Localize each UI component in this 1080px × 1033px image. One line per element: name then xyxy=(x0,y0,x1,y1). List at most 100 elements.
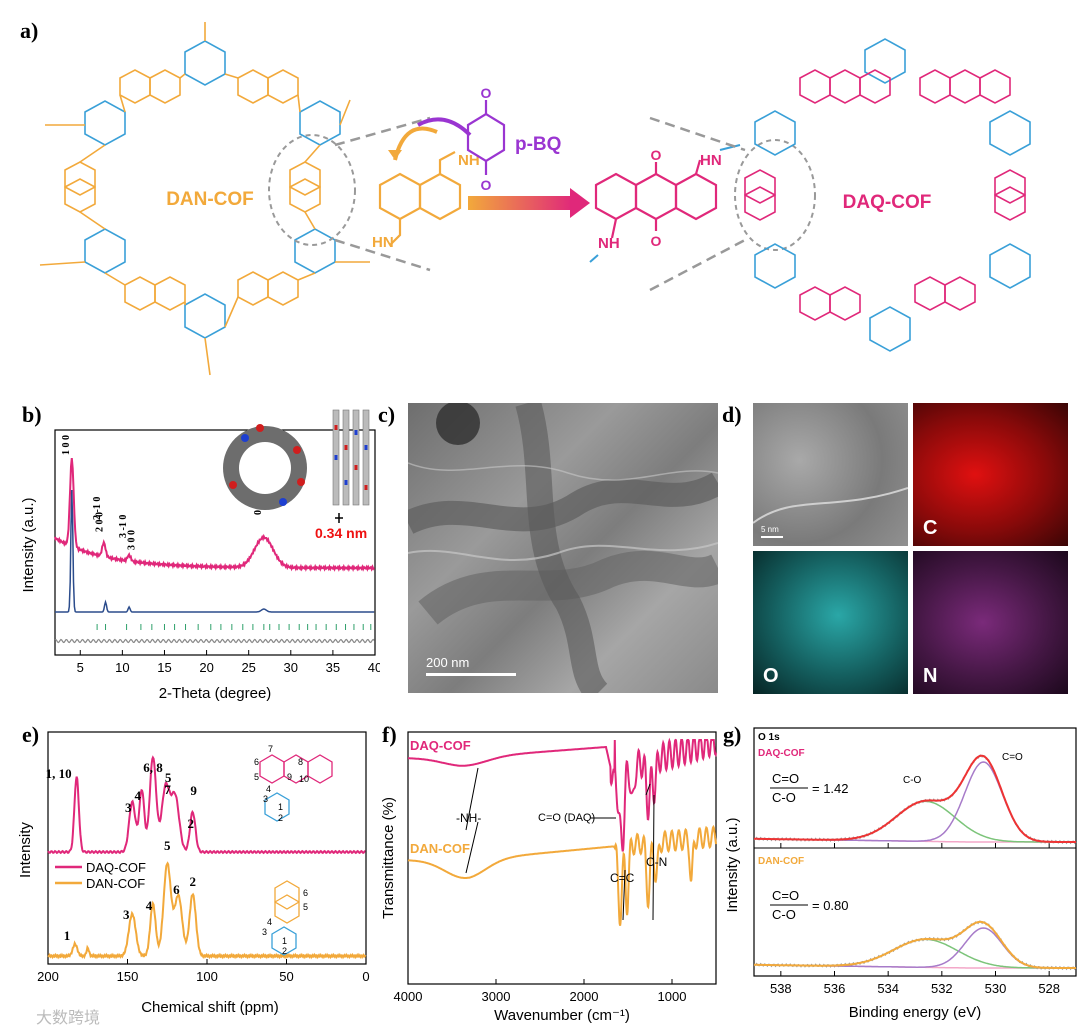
panel-f-chart: 4000 3000 2000 1000 DAQ-COF DAN-COF -NH- C=… xyxy=(380,731,717,1024)
panel-e-daq-peak-label: 9 xyxy=(190,783,197,798)
panel-g-xtick: 536 xyxy=(824,981,846,996)
panel-b-frame xyxy=(54,429,376,656)
panel-f-nh-annotation: -NH- xyxy=(456,811,481,825)
panel-e-struct-number: 2 xyxy=(282,946,287,956)
panel-e-dan-curve xyxy=(47,861,367,960)
panel-g-raw-data xyxy=(753,754,1077,845)
panel-g-co-label: C-O xyxy=(903,775,922,786)
dan-monomer-hn: HN xyxy=(372,234,394,251)
panel-g-dan-fit xyxy=(754,920,1076,969)
panel-f-xtick: 3000 xyxy=(482,989,511,1004)
panel-e-struct-number: 5 xyxy=(254,772,259,782)
daq-monomer-hn: HN xyxy=(700,152,722,169)
panel-e-legend-dan: DAN-COF xyxy=(86,876,145,891)
panel-g-dan-ratio-num: C=O xyxy=(772,888,799,903)
panel-g-xtick: 534 xyxy=(877,981,899,996)
daq-o-bottom: O xyxy=(651,233,662,249)
panel-g-daq-fit xyxy=(754,754,1076,843)
panel-e-struct-number: 1 xyxy=(282,936,287,946)
panel-g-daq-ratio-num: C=O xyxy=(772,771,799,786)
panel-b-difference-curve xyxy=(54,638,375,644)
panel-e-dan-peak-label: 5 xyxy=(164,838,171,853)
panel-e-daq-peak-label: 5 xyxy=(165,770,172,785)
panel-e-legend-daq: DAQ-COF xyxy=(86,860,146,875)
panel-b-xlabel: 2-Theta (degree) xyxy=(159,685,272,702)
panel-g-raw-data xyxy=(753,920,1077,971)
p-bq-molecule xyxy=(466,100,506,175)
panel-e-dan-peak-label: 6 xyxy=(173,882,180,897)
panel-g-xtick: 532 xyxy=(931,981,953,996)
panel-b-ylabel: Intensity (a.u.) xyxy=(20,497,37,592)
panel-b-label: b) xyxy=(22,402,42,427)
pbq-o-bottom: O xyxy=(481,177,492,193)
panel-g-xlabel: Binding energy (eV) xyxy=(849,1004,982,1021)
panel-g-daq-ratio-val: = 1.42 xyxy=(812,781,849,796)
panel-b-xtick: 20 xyxy=(199,660,213,675)
panel-e-struct-number: 1 xyxy=(278,802,283,812)
panel-d-map-n: N xyxy=(913,551,1068,694)
panel-f-label: f) xyxy=(382,722,397,747)
panel-f-ylabel: Transmittance (%) xyxy=(380,797,397,919)
panel-b-simulated-curve xyxy=(55,489,375,613)
daq-cof-label: DAQ-COF xyxy=(843,192,932,213)
panel-f-daq-label: DAQ-COF xyxy=(410,738,471,753)
dan-cof-framework xyxy=(39,22,370,376)
panel-g-chart: 538 536 534 532 530 528 O 1s DAQ-COF DAN-COF … xyxy=(724,727,1077,1021)
panel-f-xtick: 4000 xyxy=(394,989,423,1004)
panel-c-scalebar-label: 200 nm xyxy=(426,655,470,670)
panel-e-struct-number: 6 xyxy=(254,757,259,767)
panel-e-xtick: 0 xyxy=(362,969,369,984)
panel-b-xtick: 15 xyxy=(157,660,171,675)
panel-f-xtick: 1000 xyxy=(658,989,687,1004)
panel-e-xtick: 50 xyxy=(279,969,293,984)
panel-e-struct-number: 6 xyxy=(303,888,308,898)
panel-f-xlabel: Wavenumber (cm⁻¹) xyxy=(494,1007,630,1024)
panel-g-c-o-double-component xyxy=(754,761,1076,843)
daq-zoom-circle xyxy=(734,139,816,251)
pbq-label: p-BQ xyxy=(515,134,561,155)
panel-e-struct-number: 8 xyxy=(298,757,303,767)
panel-a-label: a) xyxy=(20,18,39,43)
dan-cof-label: DAN-COF xyxy=(166,189,254,210)
panel-g-dan-ratio-val: = 0.80 xyxy=(812,898,849,913)
daq-monomer xyxy=(594,159,718,239)
panel-b-peak-label: 2 0 0 xyxy=(95,512,106,532)
panel-e-xtick: 150 xyxy=(117,969,139,984)
panel-e-struct-number: 4 xyxy=(266,784,271,794)
panel-e-struct-number: 5 xyxy=(303,902,308,912)
panel-b-inset-scale: 0.34 nm xyxy=(315,525,367,541)
panel-e-daq-peak-label: 2 xyxy=(187,816,194,831)
panel-d-hrtem: 5 nm xyxy=(753,403,908,546)
panel-g-c-o-double-label: C=O xyxy=(1002,752,1023,763)
panel-e-daq-peak-label: 7 xyxy=(164,782,171,797)
panel-b-chart: 5 10 15 20 25 30 35 40 1 0 0 2 -1 02 0 0 3 -1 03 … xyxy=(20,409,380,702)
panel-d-map-o: O xyxy=(753,551,908,694)
dan-monomer xyxy=(378,151,462,246)
panel-f-dan-curve xyxy=(407,824,717,926)
panel-g-c-o-double-component xyxy=(754,927,1076,969)
panel-b-xtick: 30 xyxy=(284,660,298,675)
panel-e-daq-peak-label: 6, 8 xyxy=(143,760,163,775)
panel-f-daq-curve xyxy=(408,737,717,852)
panel-e-daq-peak-label: 4 xyxy=(135,788,142,803)
panel-g-xtick: 538 xyxy=(770,981,792,996)
daq-cof-framework xyxy=(744,38,1031,352)
pbq-o-top: O xyxy=(481,85,492,101)
panel-g-daq-label: DAQ-COF xyxy=(758,748,805,759)
panel-e-xlabel: Chemical shift (ppm) xyxy=(141,999,279,1016)
panel-a-scheme: DAN-COF NH HN O O p-BQ O O HN NH xyxy=(39,22,1031,376)
panel-g-xtick: 530 xyxy=(985,981,1007,996)
panel-b-peak-label: 3 -1 0 xyxy=(118,515,129,538)
orange-curved-arrow xyxy=(393,126,438,161)
watermark: 大数跨境 xyxy=(36,1008,101,1027)
panel-b-xtick: 40 xyxy=(368,660,380,675)
panel-g-dan-label: DAN-COF xyxy=(758,856,804,867)
dan-zoom-circle xyxy=(268,134,356,246)
panel-e-daq-structure xyxy=(259,754,333,784)
panel-e-dan-peak-label: 1 xyxy=(64,928,71,943)
panel-g-title: O 1s xyxy=(758,732,780,743)
panel-b-peak-label: 3 0 0 xyxy=(127,530,138,550)
panel-d-scalebar: 5 nm xyxy=(761,525,779,534)
panel-e-dan-structure xyxy=(274,880,300,924)
panel-e-struct-number: 9 xyxy=(287,772,292,782)
